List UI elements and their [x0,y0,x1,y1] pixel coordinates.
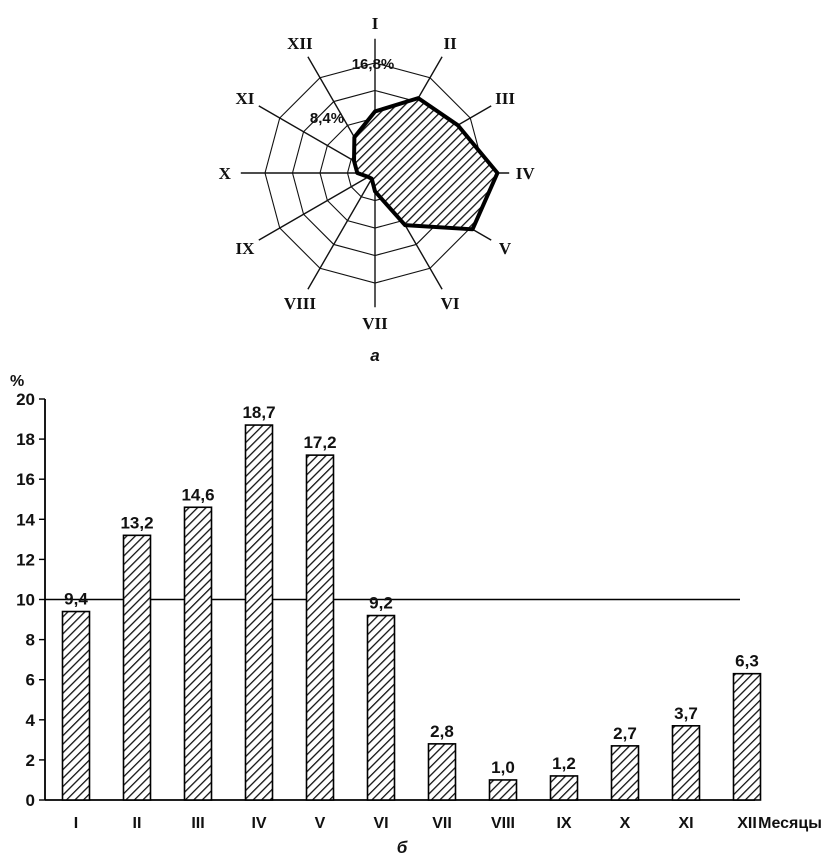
bar [244,424,274,801]
radar-axis-label: VIII [284,294,317,313]
radar-axis-label: V [499,239,512,258]
radar-axis-label: XII [287,34,313,53]
bar [366,614,396,801]
bar-value-label: 1,0 [491,758,515,777]
radar-data-area [352,96,500,232]
bar [183,506,213,801]
y-tick-label: 18 [16,430,35,449]
x-axis-label: Месяцы [758,815,822,832]
y-tick-label: 10 [16,591,35,610]
y-tick-label: 2 [26,751,35,770]
radar-ring-label: 16,8% [352,56,395,73]
radar-axis-label: IV [516,164,536,183]
radar-caption: а [370,346,379,365]
x-tick-label: IV [251,815,266,832]
bar-value-label: 18,7 [242,403,275,422]
radar-axis-label: X [219,164,232,183]
x-tick-label: VI [373,815,388,832]
bar-value-label: 6,3 [735,652,759,671]
radar-ring-label: 8,4% [310,110,344,127]
bar-chart: 0 2 4 6 8 10 12 14 16 18 20% 9,4 I 13,2 II 14,6 III 18,7 I… [10,373,822,857]
bar-value-label: 9,4 [64,590,88,609]
bar [610,745,640,801]
bar [427,743,457,801]
x-tick-label: I [74,815,78,832]
bar [671,725,701,801]
bar-value-label: 2,7 [613,724,637,743]
bar [122,534,152,801]
bar [305,454,335,801]
x-tick-label: VIII [491,815,515,832]
radar-axis-label: VII [362,314,388,333]
x-tick-label: III [191,815,204,832]
y-tick-label: 4 [26,711,36,730]
bar-value-label: 17,2 [303,433,336,452]
bar-value-label: 1,2 [552,754,576,773]
y-tick-label: 16 [16,470,35,489]
radar-axis-label: IX [235,239,255,258]
x-tick-label: II [133,815,142,832]
y-tick-label: 14 [16,510,35,529]
y-tick-label: 20 [16,390,35,409]
y-tick-label: 12 [16,550,35,569]
x-tick-label: VII [432,815,452,832]
bar-value-label: 9,2 [369,594,393,613]
bar-value-label: 14,6 [181,485,214,504]
x-tick-label: XII [737,815,757,832]
radar-spoke [307,172,376,290]
radar-axis-label: VI [441,294,460,313]
radar-axis-label: III [495,89,515,108]
x-tick-label: XI [678,815,693,832]
radar-axis-label: II [443,34,457,53]
x-tick-label: IX [556,815,571,832]
x-tick-label: V [315,815,326,832]
y-axis-label: % [10,373,24,390]
bar [732,672,762,801]
bar [488,779,518,801]
radar-axis-label: I [372,14,379,33]
bar-caption: б [397,838,408,857]
radar-spoke [258,172,376,241]
y-tick-label: 0 [26,791,35,810]
bar [61,610,91,801]
bar-value-label: 3,7 [674,704,698,723]
bar-value-label: 13,2 [120,513,153,532]
y-tick-label: 8 [26,631,35,650]
radar-axis-label: XI [235,89,254,108]
bar [549,775,579,801]
bar-value-label: 2,8 [430,722,454,741]
y-tick-label: 6 [26,671,35,690]
x-tick-label: X [620,815,631,832]
